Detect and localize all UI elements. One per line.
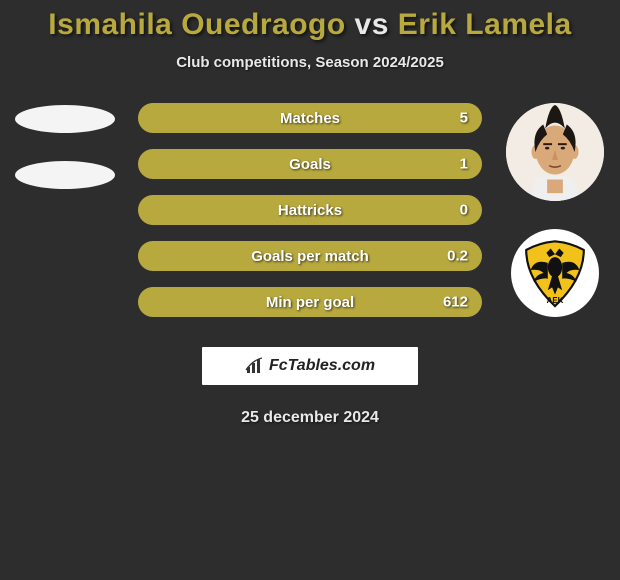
player2-avatar	[506, 103, 604, 201]
player2-club-badge: AEK	[511, 229, 599, 317]
stat-value-right: 0	[460, 202, 468, 219]
subtitle: Club competitions, Season 2024/2025	[0, 54, 620, 71]
title: Ismahila Ouedraogo vs Erik Lamela	[0, 8, 620, 42]
player1-avatar-placeholder	[15, 105, 115, 133]
stat-row-gpm: Goals per match 0.2	[138, 241, 482, 271]
stat-label: Goals per match	[251, 248, 369, 265]
stat-label: Goals	[289, 156, 331, 173]
stat-row-goals: Goals 1	[138, 149, 482, 179]
stat-row-mpg: Min per goal 612	[138, 287, 482, 317]
aek-badge-icon: AEK	[519, 237, 591, 309]
bar-chart-icon	[245, 357, 265, 375]
stat-row-hattricks: Hattricks 0	[138, 195, 482, 225]
stat-value-right: 612	[443, 294, 468, 311]
stat-label: Min per goal	[266, 294, 354, 311]
player1-name: Ismahila Ouedraogo	[48, 8, 345, 41]
club-name-text: AEK	[547, 296, 564, 305]
player2-name: Erik Lamela	[398, 8, 572, 41]
brand-text: FcTables.com	[269, 357, 375, 375]
comparison-card: Ismahila Ouedraogo vs Erik Lamela Club c…	[0, 0, 620, 427]
stats-area: Matches 5 Goals 1 Hattricks 0 Goals per …	[0, 103, 620, 343]
stat-bars: Matches 5 Goals 1 Hattricks 0 Goals per …	[138, 103, 482, 333]
stat-row-matches: Matches 5	[138, 103, 482, 133]
player-portrait-icon	[506, 103, 604, 201]
stat-value-right: 5	[460, 110, 468, 127]
stat-value-right: 1	[460, 156, 468, 173]
date-text: 25 december 2024	[0, 409, 620, 427]
stat-label: Matches	[280, 110, 340, 127]
player1-club-placeholder	[15, 161, 115, 189]
stat-value-right: 0.2	[447, 248, 468, 265]
stat-label: Hattricks	[278, 202, 342, 219]
vs-text: vs	[355, 8, 389, 41]
brand-box: FcTables.com	[202, 347, 418, 385]
left-player-column	[10, 103, 120, 189]
right-player-column: AEK	[500, 103, 610, 317]
